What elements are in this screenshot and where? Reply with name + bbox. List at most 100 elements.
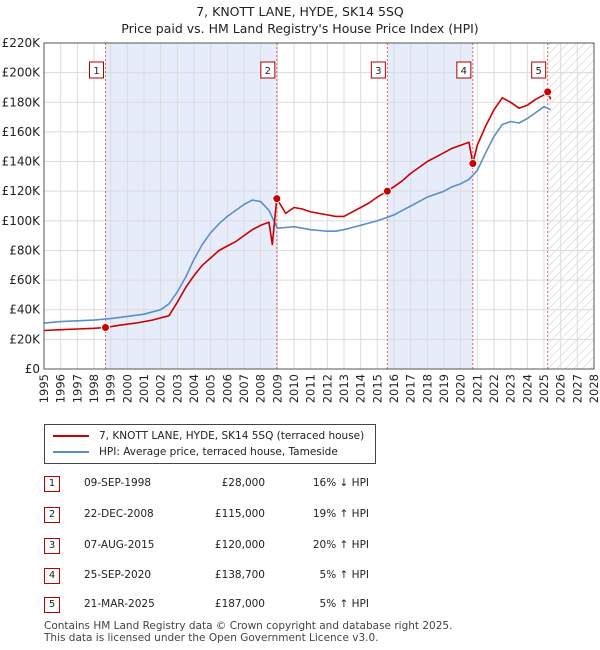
sale-hpi-diff: 5% ↑ HPI [319,598,369,610]
x-tick-label: 2008 [254,374,268,403]
x-tick-label: 1997 [70,374,84,403]
sale-number-badge: 3 [44,538,60,554]
x-tick-label: 2010 [287,374,301,403]
sale-price: £138,700 [214,569,265,581]
sale-number-badge: 5 [44,597,60,613]
series-line-property [44,91,552,332]
sale-label-5: 5 [535,66,541,77]
legend-item-property: 7, KNOTT LANE, HYDE, SK14 5SQ (terraced … [53,428,364,444]
ownership-span-2 [387,43,473,369]
x-tick-label: 2015 [370,374,384,403]
sale-number-badge: 2 [44,507,60,523]
sale-label-4: 4 [461,66,467,77]
x-tick-label: 1998 [87,374,101,403]
legend-item-hpi: HPI: Average price, terraced house, Tame… [53,444,338,460]
x-tick-label: 2027 [570,374,584,403]
y-tick-label: £20K [9,332,41,346]
sale-price: £115,000 [214,508,265,520]
sale-hpi-diff: 16% ↓ HPI [312,477,369,489]
x-tick-label: 2016 [387,374,401,403]
sale-number-badge: 4 [44,568,60,584]
chart-title: 7, KNOTT LANE, HYDE, SK14 5SQ [196,4,404,19]
sale-point-2 [272,194,282,204]
x-tick-label: 2009 [270,374,284,403]
sale-date: 09-SEP-1998 [84,477,152,489]
x-tick-label: 2018 [420,374,434,403]
x-tick-label: 2004 [187,374,201,403]
sale-price: £187,000 [214,598,265,610]
x-tick-label: 2013 [337,374,351,403]
sale-point-1 [101,323,110,333]
sale-label-1: 1 [93,66,99,77]
y-tick-label: £120K [2,184,42,198]
sale-hpi-diff: 5% ↑ HPI [319,569,369,581]
x-tick-label: 1995 [37,374,51,403]
x-tick-label: 2007 [237,374,251,403]
ownership-span-3 [547,43,549,369]
y-tick-label: £0 [25,362,40,376]
legend-label-hpi: HPI: Average price, terraced house, Tame… [99,446,338,458]
x-tick-label: 2023 [504,374,518,403]
x-tick-label: 1996 [54,374,68,403]
y-tick-label: £40K [9,303,41,317]
y-tick-label: £160K [2,125,42,139]
sale-label-box-2 [260,61,276,79]
y-tick-label: £180K [2,95,42,109]
series-line-hpi [44,105,552,324]
price-chart: 1 2 3 4 5 £0 £20K £40K £60K £80K £100K £120K £140K £1… [2,36,600,403]
sale-price: £120,000 [214,539,265,551]
forecast-hatch [548,43,594,369]
y-tick-label: £200K [2,66,42,80]
legend-label-property: 7, KNOTT LANE, HYDE, SK14 5SQ (terraced … [99,430,365,442]
sale-price: £28,000 [221,477,265,489]
sale-label-box-5 [531,61,547,79]
y-tick-label: £100K [2,214,42,228]
x-tick-label: 2003 [170,374,184,403]
sale-hpi-diff: 20% ↑ HPI [312,539,369,551]
sale-label-box-3 [370,61,386,79]
sale-date: 07-AUG-2015 [84,539,155,551]
x-tick-label: 2012 [320,374,334,403]
legend-swatch-hpi [53,451,89,453]
x-tick-label: 2014 [354,374,368,403]
sale-label-3: 3 [375,66,381,77]
chart-legend: 7, KNOTT LANE, HYDE, SK14 5SQ (terraced … [44,424,376,464]
y-tick-label: £220K [2,36,42,50]
x-tick-label: 1999 [104,374,118,403]
copyright-notice: Contains HM Land Registry data © Crown c… [44,620,453,632]
sale-point-5 [543,87,553,97]
sale-label-box-1 [89,61,104,79]
x-tick-label: 2005 [204,374,218,403]
sale-point-3 [382,186,392,196]
x-tick-label: 2019 [437,374,451,403]
ownership-span-1 [105,43,277,369]
licence-notice: This data is licensed under the Open Gov… [44,632,379,644]
sale-date: 25-SEP-2020 [84,569,152,581]
sale-point-4 [468,158,478,168]
x-tick-label: 2026 [554,374,568,403]
y-tick-label: £140K [2,155,42,169]
sale-date: 22-DEC-2008 [84,508,154,520]
x-tick-label: 2006 [220,374,234,403]
x-tick-label: 2028 [587,374,600,403]
sale-date: 21-MAR-2025 [84,598,155,610]
x-tick-label: 2017 [404,374,418,403]
x-tick-label: 2001 [137,374,151,403]
y-tick-label: £80K [9,243,41,257]
x-tick-label: 2011 [304,374,318,403]
plot-frame [43,42,595,370]
x-tick-label: 2024 [520,374,534,403]
x-tick-label: 2020 [454,374,468,403]
sale-label-box-4 [456,61,472,79]
sale-number-badge: 1 [44,476,60,492]
x-tick-label: 2022 [487,374,501,403]
y-tick-label: £60K [9,273,41,287]
x-tick-label: 2002 [154,374,168,403]
x-tick-label: 2021 [470,374,484,403]
sale-hpi-diff: 19% ↑ HPI [312,508,369,520]
x-tick-label: 2000 [120,374,134,403]
legend-swatch-property [53,435,89,437]
sale-label-2: 2 [265,66,271,77]
x-tick-label: 2025 [537,374,551,403]
chart-subtitle: Price paid vs. HM Land Registry's House … [121,21,479,36]
